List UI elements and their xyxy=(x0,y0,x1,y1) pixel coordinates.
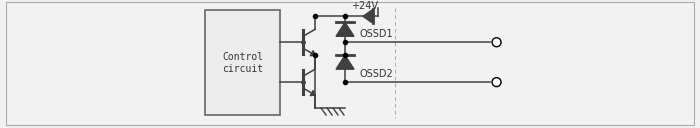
Polygon shape xyxy=(310,51,315,56)
Polygon shape xyxy=(310,90,315,96)
Text: OSSD2: OSSD2 xyxy=(360,69,393,79)
Polygon shape xyxy=(363,9,373,23)
Text: Control: Control xyxy=(223,52,263,62)
Bar xyxy=(205,10,280,115)
Polygon shape xyxy=(336,22,354,36)
Polygon shape xyxy=(336,55,354,69)
Text: +24V: +24V xyxy=(351,1,379,11)
Circle shape xyxy=(492,38,501,47)
Text: OSSD1: OSSD1 xyxy=(360,29,393,39)
Text: circuit: circuit xyxy=(223,64,263,74)
Circle shape xyxy=(492,78,501,87)
